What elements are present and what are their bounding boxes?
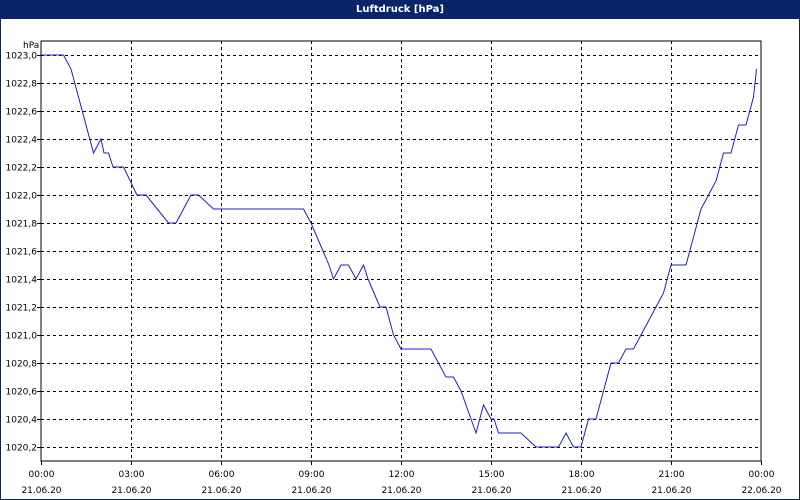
x-tick-time-label: 15:00: [479, 470, 505, 480]
y-tick-label: 1021,0: [6, 332, 38, 342]
x-tick-date-label: 21.06.20: [471, 486, 511, 496]
y-tick-label: 1022,8: [6, 80, 38, 90]
y-tick-label: 1021,2: [6, 304, 38, 314]
y-axis-label: hPa: [23, 41, 39, 51]
x-tick-date-label: 21.06.20: [561, 486, 601, 496]
x-tick-date-label: 21.06.20: [111, 486, 151, 496]
x-tick-time-label: 18:00: [569, 470, 595, 480]
x-tick-time-label: 09:00: [299, 470, 325, 480]
series-group: [41, 54, 757, 448]
x-tick-date-label: 21.06.20: [291, 486, 331, 496]
x-tick-date-label: 22.06.20: [741, 486, 781, 496]
y-tick-label: 1021,4: [6, 276, 38, 286]
x-tick-date-label: 21.06.20: [21, 486, 61, 496]
y-tick-label: 1022,6: [6, 108, 38, 118]
y-tick-label: 1023,0: [6, 52, 38, 62]
y-tick-label: 1020,2: [6, 444, 38, 454]
y-tick-label: 1021,8: [6, 220, 38, 230]
x-tick-date-label: 21.06.20: [381, 486, 421, 496]
series-line-luftdruck: [41, 54, 757, 448]
y-tick-label: 1022,2: [6, 164, 38, 174]
x-tick-time-label: 00:00: [749, 470, 775, 480]
grid-lines: [37, 41, 762, 465]
y-tick-label: 1020,6: [6, 388, 38, 398]
x-tick-time-label: 06:00: [209, 470, 235, 480]
x-tick-time-label: 21:00: [659, 470, 685, 480]
y-tick-label: 1022,4: [6, 136, 38, 146]
x-tick-labels: 00:00 21.06.20 03:00 21.06.20 06:00 21.06.20 0…: [21, 470, 781, 496]
x-tick-date-label: 21.06.20: [651, 486, 691, 496]
x-tick-date-label: 21.06.20: [201, 486, 241, 496]
x-tick-time-label: 12:00: [389, 470, 415, 480]
y-tick-labels: 1023,0 1022,8 1022,6 1022,4 1022,2 1022,0 1021…: [6, 52, 38, 454]
y-tick-label: 1020,8: [6, 360, 38, 370]
y-tick-label: 1021,6: [6, 248, 38, 258]
y-tick-label: 1022,0: [6, 192, 38, 202]
x-tick-time-label: 00:00: [29, 470, 55, 480]
window-title: Luftdruck [hPa]: [1, 1, 799, 19]
y-tick-label: 1020,4: [6, 416, 38, 426]
x-tick-time-label: 03:00: [119, 470, 145, 480]
